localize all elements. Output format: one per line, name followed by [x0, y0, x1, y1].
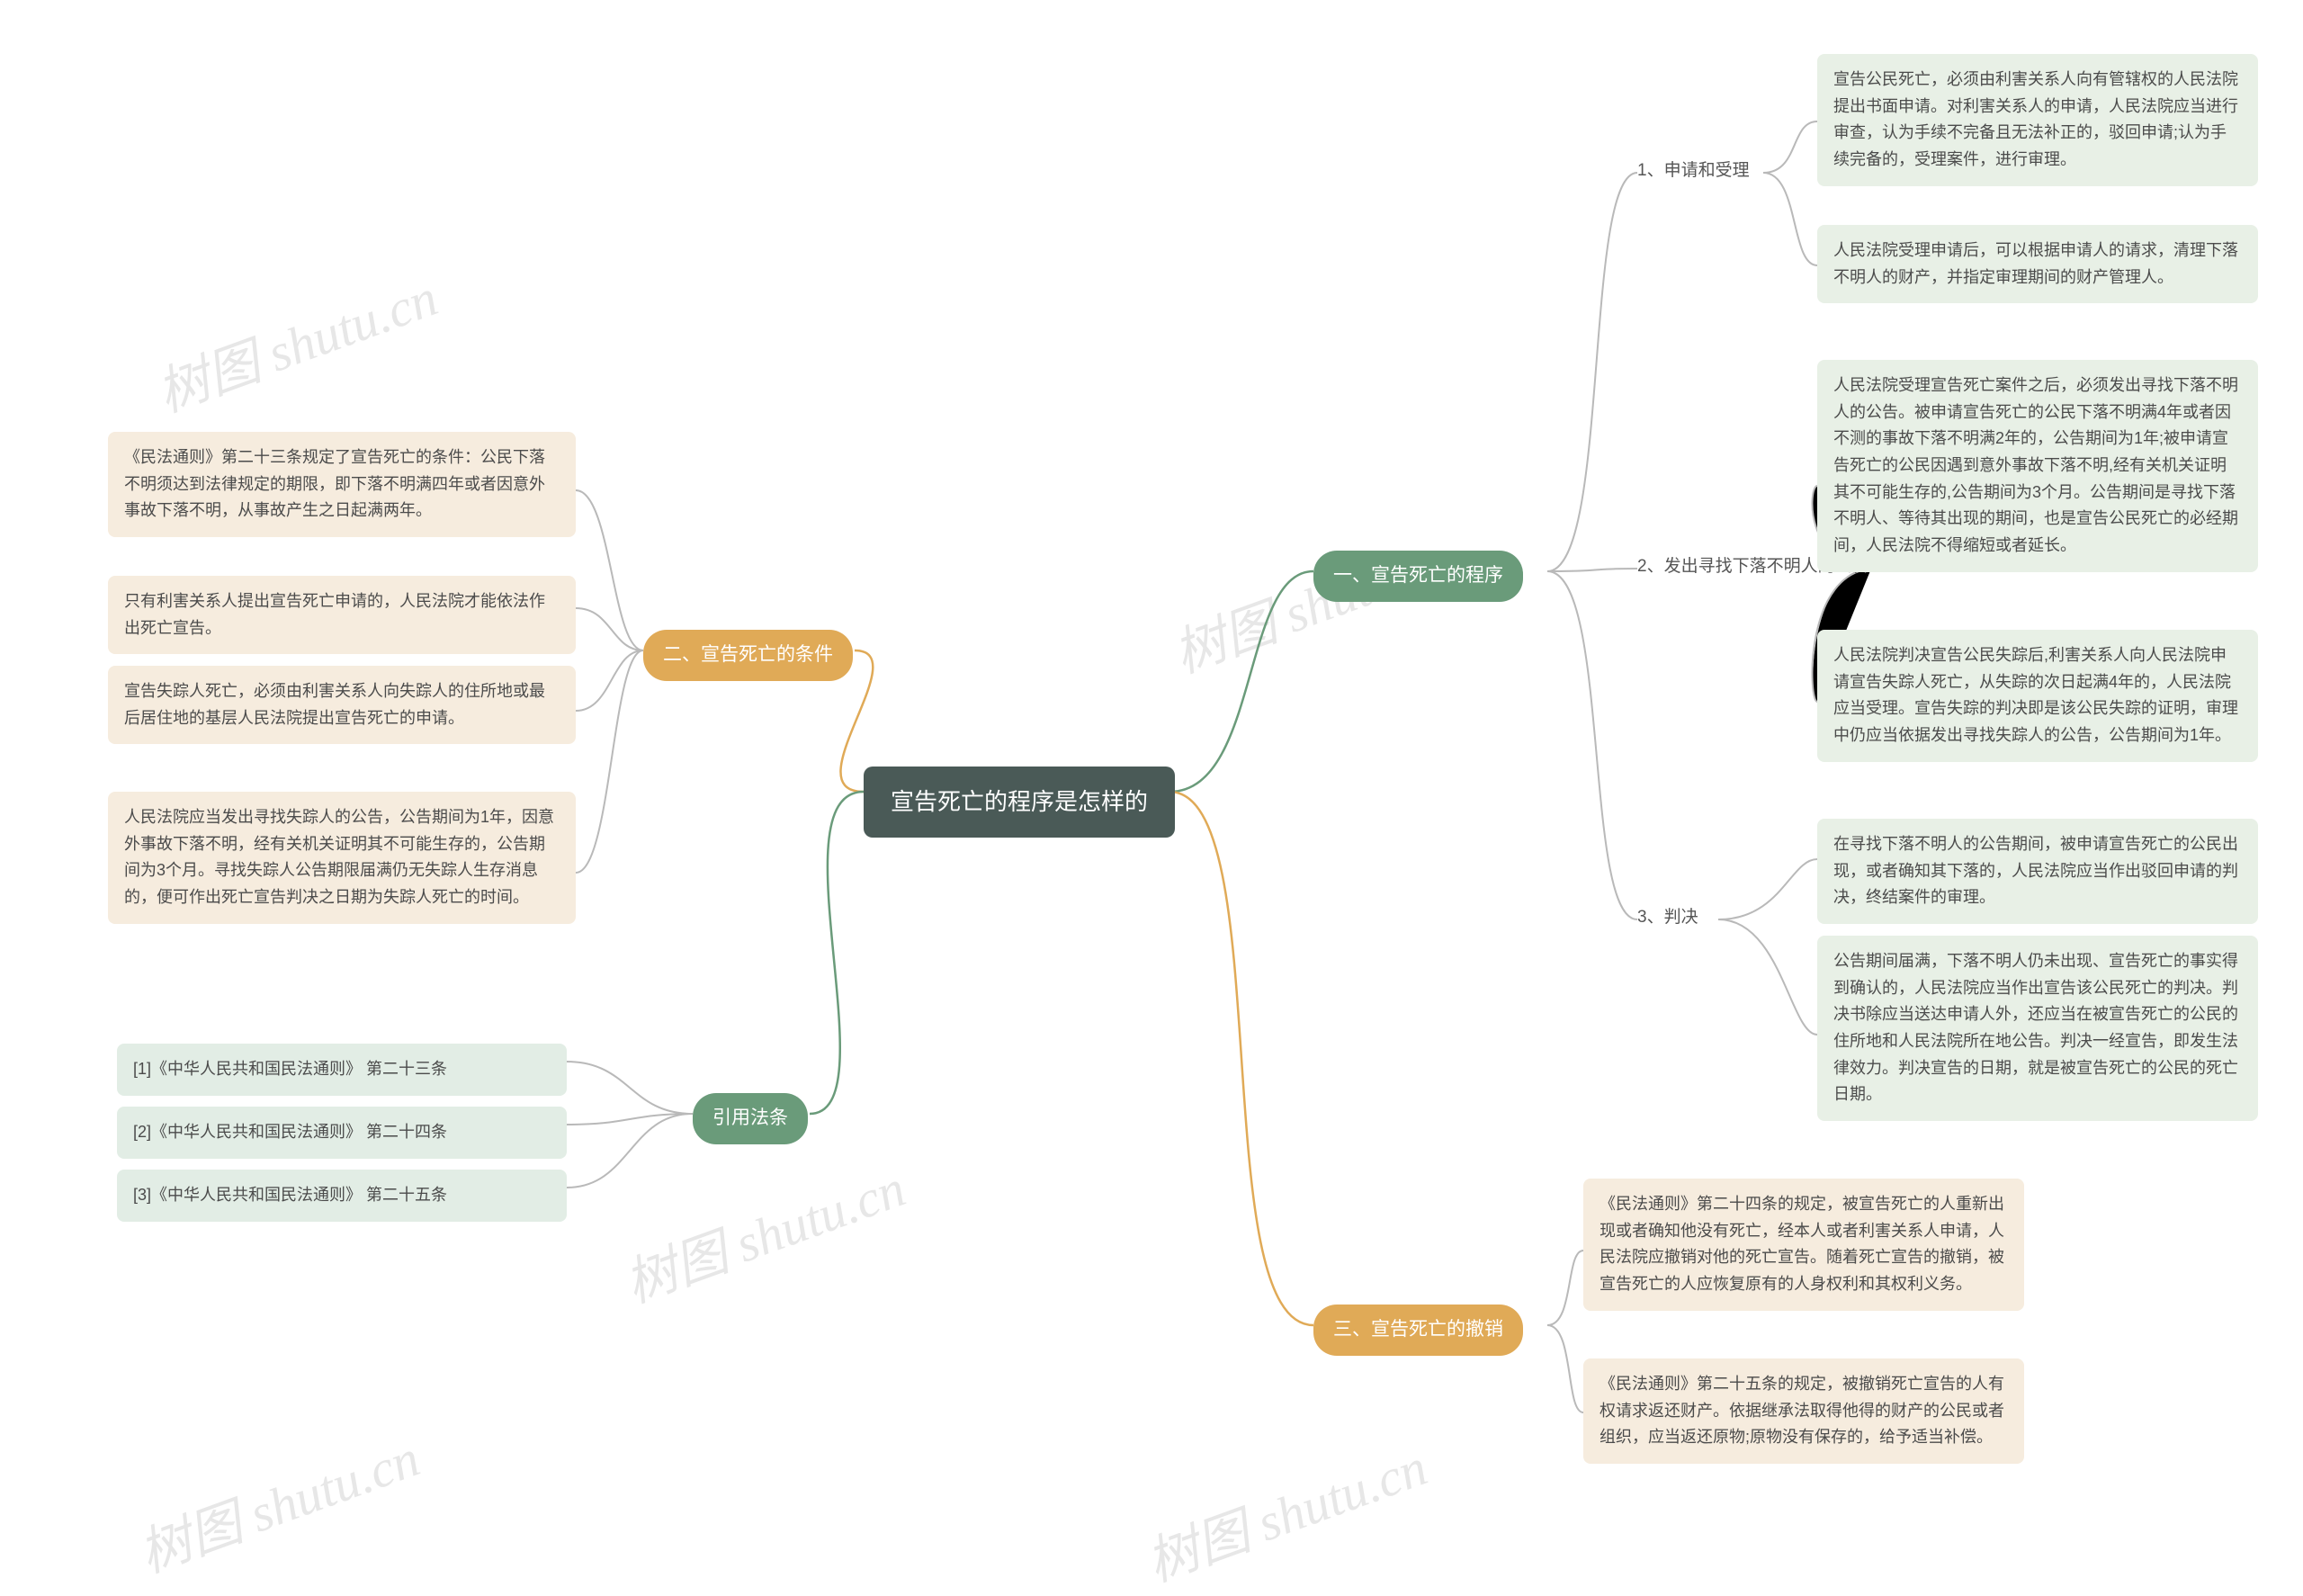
- leaf: 只有利害关系人提出宣告死亡申请的，人民法院才能依法作出死亡宣告。: [108, 576, 576, 654]
- leaf: 宣告公民死亡，必须由利害关系人向有管辖权的人民法院提出书面申请。对利害关系人的申…: [1817, 54, 2258, 186]
- watermark: 树图 shutu.cn: [613, 1146, 914, 1317]
- watermark: 树图 shutu.cn: [1161, 516, 1463, 687]
- leaf: 人民法院应当发出寻找失踪人的公告，公告期间为1年，因意外事故下落不明，经有关机关…: [108, 792, 576, 924]
- leaf: 人民法院受理申请后，可以根据申请人的请求，清理下落不明人的财产，并指定审理期间的…: [1817, 225, 2258, 303]
- leaf: 宣告失踪人死亡，必须由利害关系人向失踪人的住所地或最后居住地的基层人民法院提出宣…: [108, 666, 576, 744]
- leaf: [3]《中华人民共和国民法通则》 第二十五条: [117, 1170, 567, 1222]
- leaf: 《民法通则》第二十三条规定了宣告死亡的条件：公民下落不明须达到法律规定的期限，即…: [108, 432, 576, 537]
- branch-revocation[interactable]: 三、宣告死亡的撤销: [1313, 1305, 1523, 1356]
- leaf: 公告期间届满，下落不明人仍未出现、宣告死亡的事实得到确认的，人民法院应当作出宣告…: [1817, 936, 2258, 1121]
- leaf: 人民法院受理宣告死亡案件之后，必须发出寻找下落不明人的公告。被申请宣告死亡的公民…: [1817, 360, 2258, 572]
- branch-procedure[interactable]: 一、宣告死亡的程序: [1313, 551, 1523, 602]
- sub-judgement[interactable]: 3、判决: [1637, 900, 1698, 935]
- root-node[interactable]: 宣告死亡的程序是怎样的: [864, 767, 1175, 838]
- branch-laws[interactable]: 引用法条: [693, 1093, 808, 1144]
- branch-conditions[interactable]: 二、宣告死亡的条件: [643, 630, 853, 681]
- leaf: [2]《中华人民共和国民法通则》 第二十四条: [117, 1107, 567, 1159]
- leaf: 《民法通则》第二十五条的规定，被撤销死亡宣告的人有权请求返还财产。依据继承法取得…: [1583, 1358, 2024, 1464]
- leaf: 在寻找下落不明人的公告期间，被申请宣告死亡的公民出现，或者确知其下落的，人民法院…: [1817, 819, 2258, 924]
- watermark: 树图 shutu.cn: [127, 1416, 428, 1587]
- watermark: 树图 shutu.cn: [1134, 1425, 1436, 1596]
- leaf: 《民法通则》第二十四条的规定，被宣告死亡的人重新出现或者确知他没有死亡，经本人或…: [1583, 1179, 2024, 1311]
- watermark: 树图 shutu.cn: [145, 256, 446, 426]
- leaf: 人民法院判决宣告公民失踪后,利害关系人向人民法院申请宣告失踪人死亡，从失踪的次日…: [1817, 630, 2258, 762]
- mindmap-canvas: 树图 shutu.cn 树图 shutu.cn 树图 shutu.cn 树图 s…: [0, 0, 2303, 1536]
- sub-application[interactable]: 1、申请和受理: [1637, 153, 1750, 188]
- leaf: [1]《中华人民共和国民法通则》 第二十三条: [117, 1044, 567, 1096]
